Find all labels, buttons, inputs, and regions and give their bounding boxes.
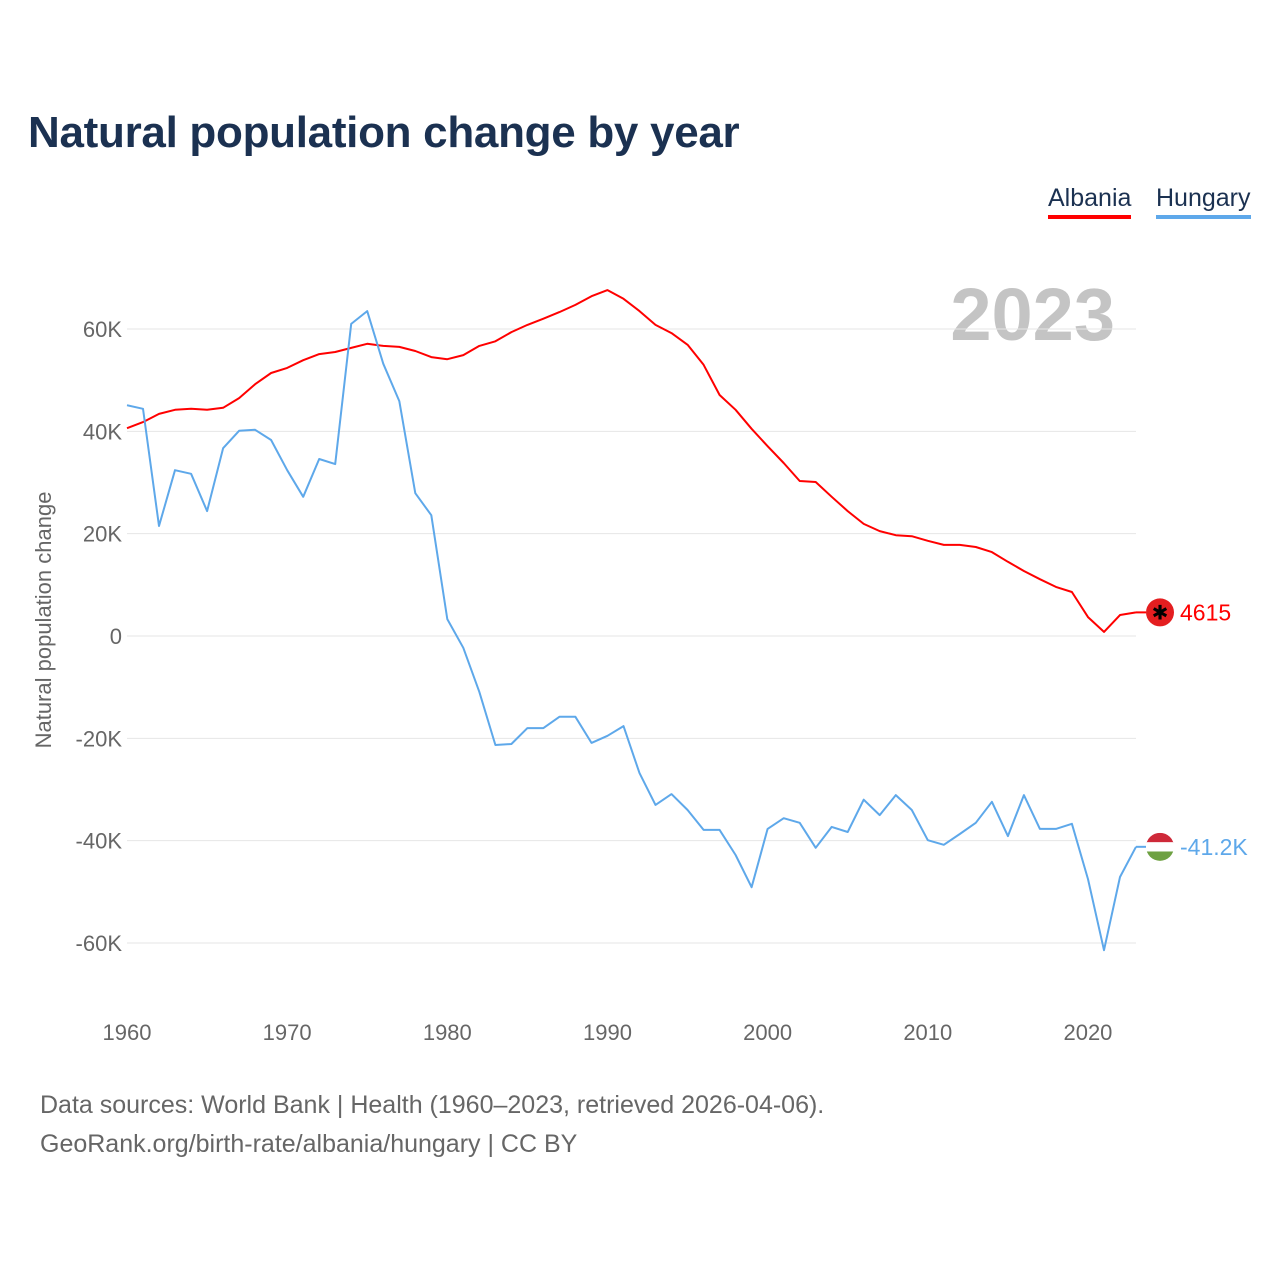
y-tick-label: 60K <box>83 317 122 342</box>
series-line-hungary <box>126 310 1137 952</box>
data-source-text: Data sources: World Bank | Health (1960–… <box>40 1091 825 1119</box>
x-tick-label: 1980 <box>423 1020 472 1045</box>
x-tick-label: 2010 <box>903 1020 952 1045</box>
y-tick-label: -60K <box>76 931 123 956</box>
x-tick-label: 1990 <box>583 1020 632 1045</box>
series-end-value-label: 4615 <box>1180 599 1231 625</box>
flag-stripe <box>1146 851 1174 861</box>
flag-stripe <box>1146 842 1174 852</box>
flag-stripe <box>1146 832 1174 843</box>
year-watermark: 2023 <box>950 273 1115 356</box>
y-tick-label: -20K <box>76 726 123 751</box>
x-tick-label: 2000 <box>743 1020 792 1045</box>
x-tick-label: 1970 <box>263 1020 312 1045</box>
albania-flag-icon <box>1146 598 1174 627</box>
series-end-value-label: -41.2K <box>1180 834 1248 860</box>
source-link[interactable]: GeoRank.org/birth-rate/albania/hungary |… <box>40 1130 578 1158</box>
albania-eagle-icon: ✱ <box>1152 602 1169 624</box>
y-tick-label: 40K <box>83 419 122 444</box>
x-tick-label: 1960 <box>103 1020 152 1045</box>
series-line-albania <box>126 289 1137 633</box>
y-axis-label: Natural population change <box>31 492 56 749</box>
hungary-flag-icon <box>1146 832 1174 861</box>
legend-item-hungary[interactable]: Hungary <box>1156 184 1251 219</box>
y-tick-label: 20K <box>83 522 122 547</box>
legend-item-albania[interactable]: Albania <box>1048 184 1132 219</box>
footer: Data sources: World Bank | Health (1960–… <box>40 1086 824 1164</box>
x-tick-label: 2020 <box>1063 1020 1112 1045</box>
y-tick-label: 0 <box>110 624 122 649</box>
y-tick-label: -40K <box>76 829 123 854</box>
chart-title: Natural population change by year <box>28 108 740 157</box>
